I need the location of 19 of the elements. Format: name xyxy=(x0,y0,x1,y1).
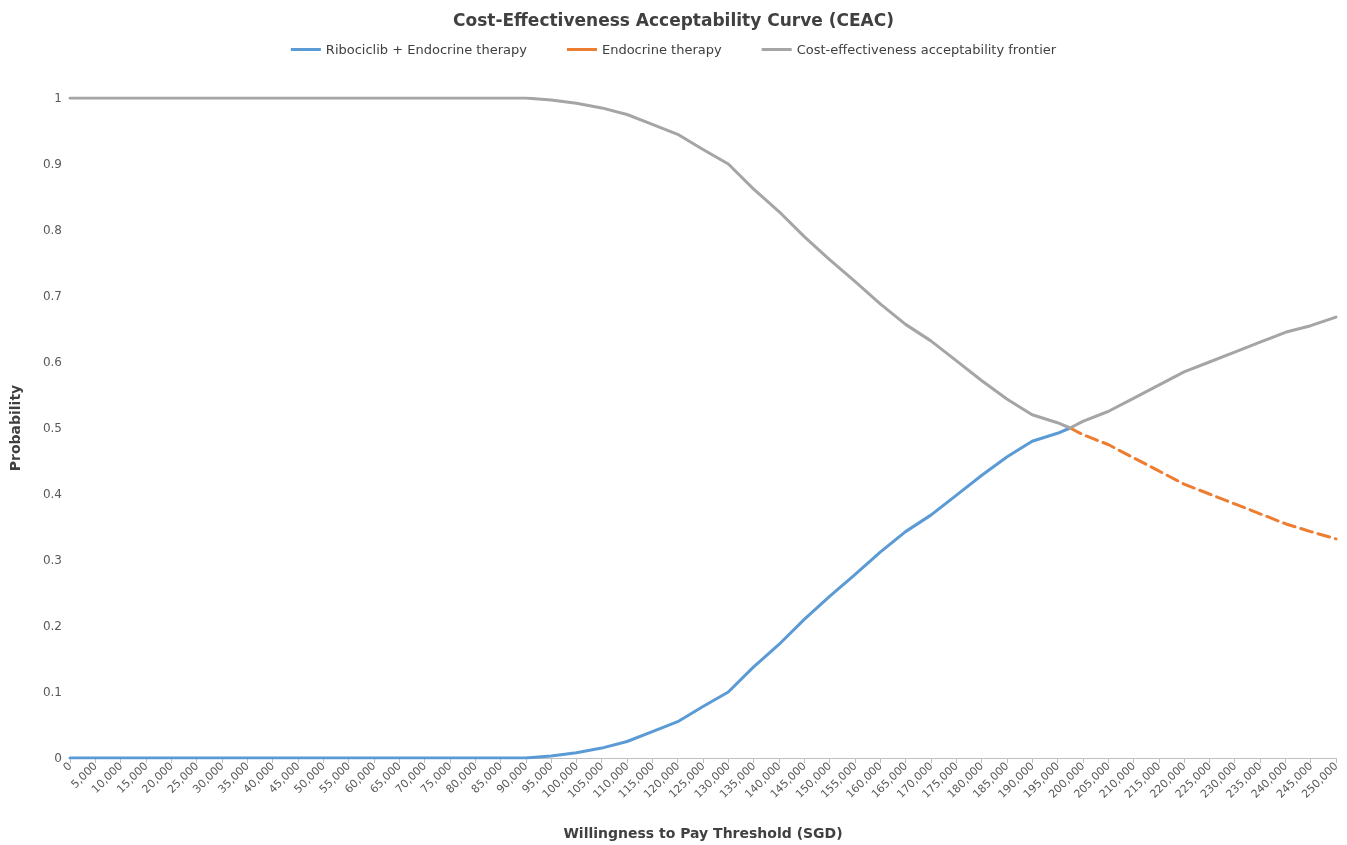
chart-title: Cost-Effectiveness Acceptability Curve (CEAC) xyxy=(453,9,894,30)
line-series xyxy=(68,426,1072,760)
y-tick-label: 0.4 xyxy=(42,487,62,501)
y-axis-title: Probability xyxy=(7,384,23,472)
line-series xyxy=(1068,426,1338,541)
y-tick-label: 0.2 xyxy=(42,619,62,633)
legend-label: Ribociclib + Endocrine therapy xyxy=(325,42,528,57)
y-tick-label: 0.8 xyxy=(42,223,62,237)
legend-label: Endocrine therapy xyxy=(601,42,722,57)
y-tick-label: 0.5 xyxy=(42,421,62,435)
x-axis-title: Willingness to Pay Threshold (SGD) xyxy=(563,825,843,841)
y-tick-label: 0.6 xyxy=(42,355,62,369)
y-tick-label: 0.1 xyxy=(42,685,62,699)
y-tick-label: 1 xyxy=(54,91,62,105)
legend-label: Cost-effectiveness acceptability frontier xyxy=(796,42,1057,57)
y-tick-label: 0.3 xyxy=(42,553,62,567)
y-tick-label: 0.9 xyxy=(42,157,62,171)
y-tick-label: 0.7 xyxy=(42,289,62,303)
line-series xyxy=(68,96,1338,430)
